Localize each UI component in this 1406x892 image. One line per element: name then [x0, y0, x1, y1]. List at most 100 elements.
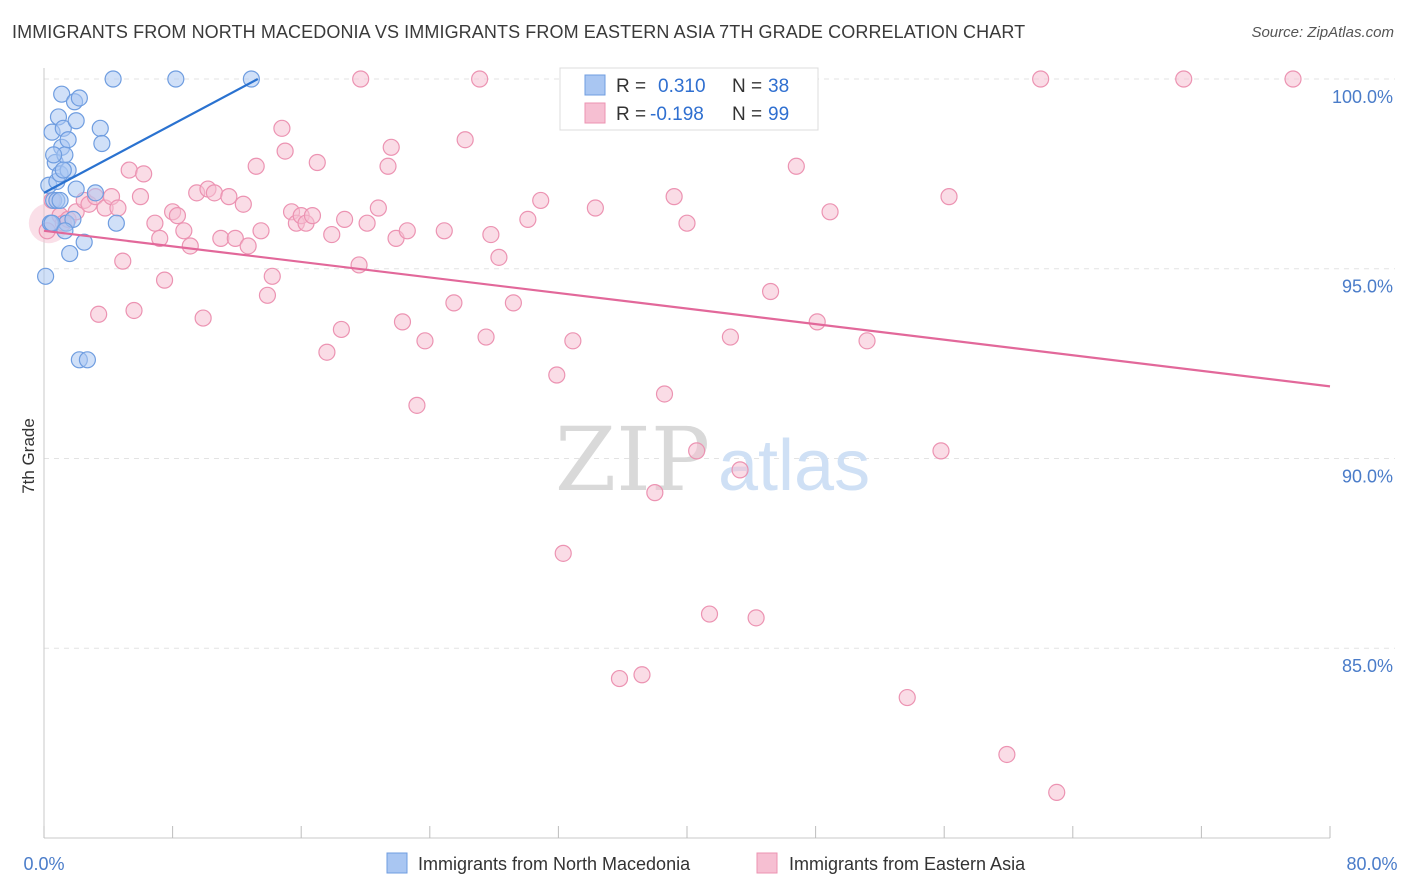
eastern-asia-point-59: [408, 396, 426, 414]
eastern-asia-point-32: [234, 195, 252, 213]
gridlines: [44, 78, 1395, 649]
legend-r-label-blue: R =: [616, 76, 646, 97]
legend-r-value-pink: -0.198: [650, 104, 704, 125]
eastern-asia-point-22: [168, 207, 187, 225]
eastern-asia-point-20: [155, 271, 174, 289]
series-eastern-asia-points: [28, 70, 1302, 802]
eastern-asia-point-95: [1032, 70, 1050, 88]
north-macedonia-point-28: [91, 119, 109, 137]
eastern-asia-point-87: [787, 157, 805, 175]
y-tick-label-90: 90.0%: [1342, 466, 1393, 486]
y-axis-label: 7th Grade: [19, 418, 38, 494]
eastern-asia-point-45: [308, 153, 326, 172]
y-tick-label-95: 95.0%: [1342, 277, 1393, 297]
x-tick-label-max: 80.0%: [1346, 854, 1397, 874]
eastern-asia-point-78: [655, 385, 674, 403]
y-tick-label-85: 85.0%: [1342, 656, 1393, 676]
eastern-asia-point-33: [239, 237, 257, 255]
eastern-asia-point-54: [379, 157, 397, 175]
eastern-asia-point-39: [276, 142, 294, 160]
north-macedonia-point-33: [242, 70, 260, 88]
eastern-asia-point-14: [120, 161, 138, 179]
eastern-asia-point-77: [646, 484, 664, 502]
north-macedonia-point-26: [78, 351, 97, 369]
eastern-asia-point-65: [477, 328, 495, 346]
eastern-asia-point-23: [175, 222, 193, 240]
trend-line-north-macedonia: [43, 78, 259, 194]
eastern-asia-point-46: [318, 343, 336, 361]
legend-n-label-pink: N =: [732, 104, 762, 125]
eastern-asia-point-81: [688, 442, 706, 460]
eastern-asia-point-64: [471, 70, 489, 88]
north-macedonia-point-35: [56, 222, 74, 240]
trend-line-eastern-asia: [43, 229, 1331, 388]
eastern-asia-point-75: [610, 669, 629, 688]
eastern-asia-point-52: [358, 214, 376, 232]
eastern-asia-point-15: [125, 301, 143, 320]
eastern-asia-point-66: [482, 225, 500, 244]
bottom-legend-label-blue: Immigrants from North Macedonia: [418, 854, 691, 874]
eastern-asia-point-86: [761, 282, 780, 301]
eastern-asia-point-79: [665, 188, 683, 206]
north-macedonia-point-36: [45, 146, 63, 164]
north-macedonia-point-25: [75, 233, 93, 251]
north-macedonia-point-37: [54, 161, 72, 179]
eastern-asia-point-62: [445, 294, 463, 312]
eastern-asia-point-94: [998, 745, 1016, 764]
eastern-asia-point-49: [336, 210, 354, 229]
eastern-asia-point-16: [131, 188, 150, 206]
eastern-asia-point-83: [721, 328, 740, 346]
eastern-asia-point-24: [181, 237, 199, 255]
north-macedonia-point-27: [86, 184, 105, 202]
eastern-asia-point-68: [504, 294, 522, 312]
north-macedonia-point-0: [37, 267, 55, 285]
eastern-asia-point-70: [532, 191, 550, 210]
eastern-asia-point-89: [821, 203, 839, 221]
eastern-asia-point-96: [1175, 70, 1193, 88]
legend-swatch-blue: [584, 74, 606, 96]
north-macedonia-point-22: [67, 180, 85, 198]
eastern-asia-point-18: [146, 214, 164, 232]
legend-r-label-pink: R =: [616, 104, 646, 125]
eastern-asia-point-19: [151, 229, 169, 247]
eastern-asia-point-37: [263, 267, 281, 285]
legend-r-value-blue: 0.310: [658, 76, 706, 97]
eastern-asia-point-48: [332, 320, 350, 339]
eastern-asia-point-98: [1048, 783, 1066, 802]
watermark-zip: ZIP: [555, 408, 710, 511]
bottom-legend-swatch-pink: [756, 852, 778, 874]
north-macedonia-point-11: [53, 85, 71, 103]
legend-swatch-pink: [584, 102, 606, 124]
eastern-asia-point-92: [932, 442, 950, 460]
eastern-asia-point-26: [194, 309, 212, 327]
eastern-asia-point-69: [519, 210, 537, 229]
eastern-asia-point-85: [747, 609, 765, 627]
eastern-asia-point-35: [252, 222, 270, 240]
legend-n-value-pink: 99: [768, 104, 789, 125]
eastern-asia-point-57: [393, 313, 412, 331]
eastern-asia-point-38: [273, 119, 291, 137]
eastern-asia-point-47: [323, 225, 341, 244]
eastern-asia-point-28: [205, 184, 223, 202]
eastern-asia-point-91: [898, 688, 916, 707]
eastern-asia-point-60: [416, 332, 434, 350]
eastern-asia-point-80: [678, 214, 696, 232]
eastern-asia-point-12: [109, 199, 127, 217]
eastern-asia-point-9: [90, 305, 108, 323]
eastern-asia-point-67: [490, 248, 508, 266]
series-north-macedonia-points: [37, 70, 260, 369]
bottom-legend-swatch-blue: [386, 852, 408, 874]
eastern-asia-point-93: [940, 188, 958, 206]
north-macedonia-point-16: [59, 131, 77, 149]
eastern-asia-point-29: [212, 229, 230, 247]
eastern-asia-point-97: [1284, 70, 1302, 88]
north-macedonia-point-32: [167, 70, 185, 88]
x-axis-ticks: [43, 826, 1331, 838]
eastern-asia-point-84: [731, 461, 749, 479]
bottom-legend-label-pink: Immigrants from Eastern Asia: [789, 854, 1026, 874]
eastern-asia-point-82: [700, 605, 719, 623]
eastern-asia-point-61: [435, 222, 453, 240]
legend-n-value-blue: 38: [768, 76, 789, 97]
north-macedonia-point-31: [104, 70, 122, 88]
